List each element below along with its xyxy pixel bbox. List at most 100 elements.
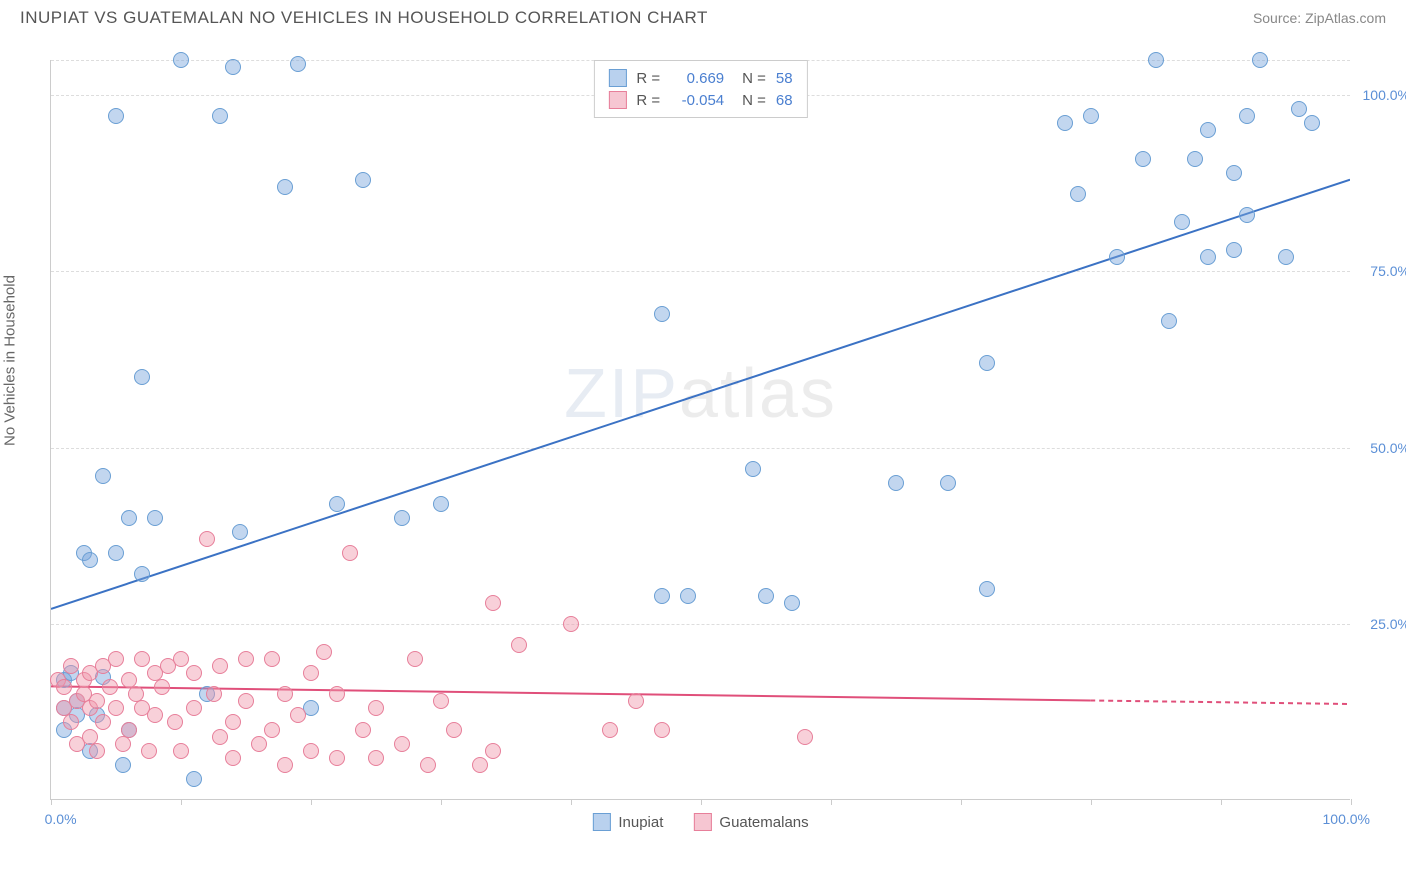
data-point — [290, 56, 306, 72]
trend-line — [51, 180, 1350, 609]
data-point — [485, 743, 501, 759]
data-point — [173, 651, 189, 667]
legend-item: Inupiat — [592, 813, 663, 831]
gridline — [51, 271, 1350, 272]
data-point — [63, 658, 79, 674]
data-point — [108, 108, 124, 124]
data-point — [134, 566, 150, 582]
data-point — [1109, 249, 1125, 265]
data-point — [63, 714, 79, 730]
data-point — [329, 686, 345, 702]
data-point — [1200, 249, 1216, 265]
x-tick — [831, 799, 832, 805]
legend-r-label: R = — [636, 92, 660, 109]
data-point — [1239, 207, 1255, 223]
x-tick — [1221, 799, 1222, 805]
data-point — [147, 510, 163, 526]
data-point — [95, 714, 111, 730]
x-tick — [311, 799, 312, 805]
x-axis-min-label: 0.0% — [45, 811, 77, 827]
data-point — [199, 531, 215, 547]
y-axis-label: No Vehicles in Household — [2, 275, 19, 446]
data-point — [355, 172, 371, 188]
data-point — [167, 714, 183, 730]
data-point — [186, 665, 202, 681]
gridline — [51, 448, 1350, 449]
data-point — [277, 179, 293, 195]
data-point — [56, 679, 72, 695]
chart-title: INUPIAT VS GUATEMALAN NO VEHICLES IN HOU… — [20, 8, 708, 28]
data-point — [154, 679, 170, 695]
data-point — [797, 729, 813, 745]
chart-source: Source: ZipAtlas.com — [1253, 10, 1386, 26]
data-point — [225, 714, 241, 730]
data-point — [745, 461, 761, 477]
legend-item-label: Inupiat — [618, 814, 663, 831]
data-point — [1083, 108, 1099, 124]
legend-n-value: 58 — [776, 70, 793, 87]
data-point — [264, 722, 280, 738]
legend-swatch — [693, 813, 711, 831]
data-point — [1252, 52, 1268, 68]
data-point — [1187, 151, 1203, 167]
legend-r-label: R = — [636, 70, 660, 87]
gridline — [51, 624, 1350, 625]
data-point — [472, 757, 488, 773]
x-tick — [961, 799, 962, 805]
data-point — [329, 750, 345, 766]
data-point — [446, 722, 462, 738]
x-tick — [441, 799, 442, 805]
data-point — [206, 686, 222, 702]
data-point — [368, 700, 384, 716]
data-point — [173, 52, 189, 68]
data-point — [1135, 151, 1151, 167]
correlation-legend: R = 0.669 N = 58 R = -0.054 N = 68 — [593, 60, 807, 118]
data-point — [1174, 214, 1190, 230]
legend-r-value: 0.669 — [670, 70, 724, 87]
y-tick-label: 75.0% — [1370, 263, 1406, 279]
data-point — [316, 644, 332, 660]
legend-n-label: N = — [742, 92, 766, 109]
data-point — [407, 651, 423, 667]
data-point — [232, 524, 248, 540]
data-point — [251, 736, 267, 752]
data-point — [394, 736, 410, 752]
data-point — [141, 743, 157, 759]
data-point — [173, 743, 189, 759]
data-point — [290, 707, 306, 723]
data-point — [1057, 115, 1073, 131]
x-axis-max-label: 100.0% — [1323, 811, 1370, 827]
plot-area: ZIPatlas 25.0%50.0%75.0%100.0% 0.0% 100.… — [50, 60, 1350, 800]
data-point — [1070, 186, 1086, 202]
data-point — [758, 588, 774, 604]
data-point — [186, 771, 202, 787]
data-point — [1239, 108, 1255, 124]
legend-r-value: -0.054 — [670, 92, 724, 109]
data-point — [82, 552, 98, 568]
data-point — [420, 757, 436, 773]
y-tick-label: 100.0% — [1363, 87, 1406, 103]
data-point — [979, 355, 995, 371]
legend-n-label: N = — [742, 70, 766, 87]
data-point — [121, 510, 137, 526]
data-point — [368, 750, 384, 766]
data-point — [563, 616, 579, 632]
data-point — [108, 651, 124, 667]
data-point — [355, 722, 371, 738]
data-point — [1161, 313, 1177, 329]
data-point — [277, 757, 293, 773]
legend-n-value: 68 — [776, 92, 793, 109]
x-tick — [51, 799, 52, 805]
data-point — [784, 595, 800, 611]
legend-item-label: Guatemalans — [719, 814, 808, 831]
y-tick-label: 50.0% — [1370, 440, 1406, 456]
data-point — [225, 750, 241, 766]
data-point — [212, 108, 228, 124]
data-point — [89, 693, 105, 709]
data-point — [238, 651, 254, 667]
data-point — [225, 59, 241, 75]
data-point — [115, 757, 131, 773]
legend-item: Guatemalans — [693, 813, 808, 831]
x-tick — [1351, 799, 1352, 805]
chart-header: INUPIAT VS GUATEMALAN NO VEHICLES IN HOU… — [0, 0, 1406, 32]
